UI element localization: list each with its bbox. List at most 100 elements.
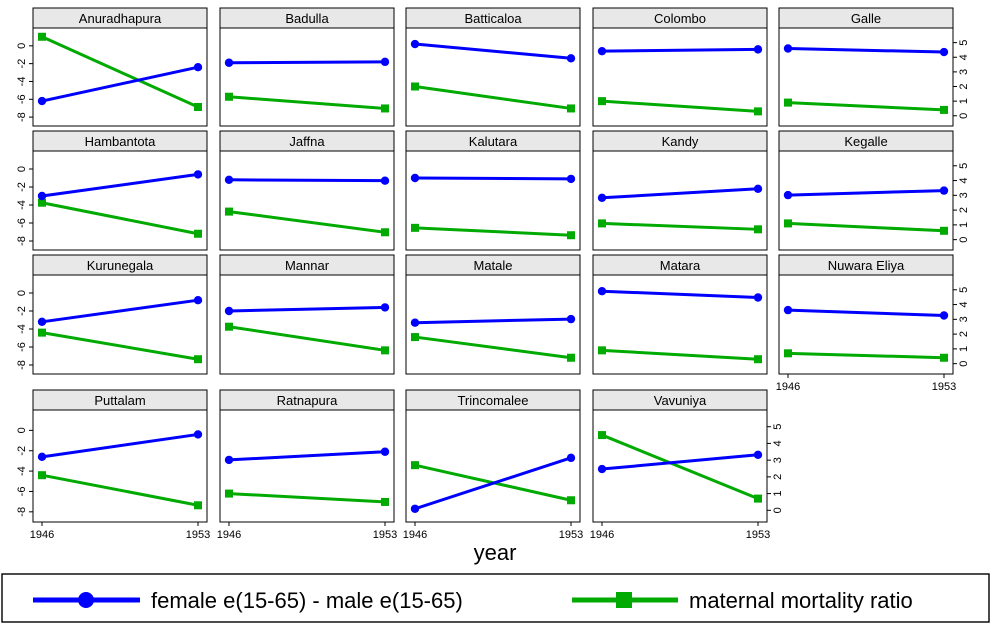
panel-plot-area bbox=[405, 27, 581, 127]
point-female bbox=[753, 450, 763, 459]
series-line-female bbox=[41, 432, 199, 459]
point-female bbox=[380, 57, 390, 67]
point-female bbox=[597, 193, 607, 202]
panel-plot-area bbox=[32, 27, 208, 127]
y-right-tick-label: 0 bbox=[772, 507, 784, 513]
series-line-maternal bbox=[601, 221, 759, 231]
point-maternal bbox=[567, 231, 575, 240]
point-maternal bbox=[411, 333, 419, 342]
point-female bbox=[566, 174, 576, 184]
point-female bbox=[380, 303, 390, 312]
point-maternal bbox=[784, 98, 792, 107]
point-maternal bbox=[411, 82, 419, 91]
panel-title: Anuradhapura bbox=[79, 11, 162, 26]
x-tick-label: 1946 bbox=[590, 529, 614, 541]
point-maternal bbox=[38, 32, 46, 41]
point-maternal bbox=[940, 105, 948, 114]
point-maternal bbox=[194, 355, 202, 364]
legend-frame bbox=[1, 573, 990, 623]
y-right-tick-label: 4 bbox=[958, 301, 970, 307]
y-left-tick-label: -2 bbox=[16, 306, 28, 316]
point-maternal bbox=[194, 501, 202, 510]
series-line-maternal bbox=[601, 99, 759, 113]
point-maternal bbox=[567, 496, 575, 505]
panel-title: Ratnapura bbox=[277, 393, 338, 408]
point-maternal bbox=[754, 225, 762, 234]
y-right-tick-label: 2 bbox=[958, 331, 970, 337]
x-tick-label: 1953 bbox=[373, 529, 397, 541]
y-left-tick-label: -6 bbox=[16, 94, 28, 104]
y-left-tick-label: -6 bbox=[16, 218, 28, 228]
panel-jaffna: Jaffna bbox=[219, 130, 395, 251]
point-female bbox=[939, 311, 949, 320]
y-left-tick-label: -8 bbox=[16, 360, 28, 370]
point-female bbox=[783, 44, 793, 53]
panel-kegalle: Kegalle 0 1 2 3 4 5 bbox=[778, 130, 970, 251]
y-right-tick-label: 5 bbox=[958, 163, 970, 169]
point-female bbox=[410, 318, 420, 327]
panel-ratnapura: Ratnapura 1946 1953 bbox=[217, 389, 397, 541]
y-right-tick-label: 2 bbox=[772, 474, 784, 480]
series-line-maternal bbox=[787, 351, 945, 360]
panel-plot-area bbox=[219, 150, 395, 251]
series-line-female bbox=[787, 308, 945, 317]
point-maternal bbox=[381, 104, 389, 113]
point-maternal bbox=[598, 346, 606, 355]
point-maternal bbox=[381, 228, 389, 237]
y-right-tick-label: 3 bbox=[772, 457, 784, 463]
panel-plot-area bbox=[405, 409, 581, 523]
panel-title: Vavuniya bbox=[654, 393, 707, 408]
panel-vavuniya: Vavuniya 0 1 2 3 4 5 1946 1953 bbox=[590, 389, 784, 541]
x-tick-label: 1953 bbox=[746, 529, 770, 541]
point-maternal bbox=[381, 346, 389, 355]
y-right-tick-label: 0 bbox=[958, 361, 970, 367]
panel-nuwara-eliya: Nuwara Eliya 0 1 2 3 4 5 1946 1953 bbox=[776, 254, 970, 393]
point-female bbox=[37, 191, 47, 201]
y-right-tick-label: 5 bbox=[958, 287, 970, 293]
x-tick-label: 1953 bbox=[559, 529, 583, 541]
y-left-tick-label: 0 bbox=[16, 43, 28, 49]
y-left-tick-label: 0 bbox=[16, 427, 28, 433]
series-line-maternal bbox=[228, 210, 386, 234]
panel-plot-area bbox=[219, 409, 395, 523]
series-line-female bbox=[41, 298, 199, 324]
point-female bbox=[193, 62, 203, 72]
series-line-maternal bbox=[787, 221, 945, 233]
y-right-tick-label: 4 bbox=[958, 54, 970, 60]
point-female bbox=[939, 47, 949, 57]
panel-plot-area bbox=[219, 274, 395, 375]
panel-plot-area bbox=[778, 150, 954, 251]
panel-trincomalee: Trincomalee 1946 1953 bbox=[403, 389, 583, 541]
series-line-female bbox=[787, 189, 945, 197]
y-left-tick-label: -6 bbox=[16, 342, 28, 352]
point-female bbox=[380, 176, 390, 185]
panel-matale: Matale bbox=[405, 254, 581, 375]
panel-plot-area bbox=[32, 274, 208, 375]
point-female bbox=[410, 39, 420, 49]
point-female bbox=[37, 96, 47, 106]
point-female bbox=[224, 58, 234, 67]
point-female bbox=[753, 184, 763, 193]
series-line-female bbox=[41, 172, 199, 198]
point-maternal bbox=[784, 219, 792, 228]
point-female bbox=[193, 430, 203, 439]
panel-plot-area bbox=[32, 150, 208, 251]
point-maternal bbox=[225, 489, 233, 498]
panel-title: Batticaloa bbox=[464, 11, 522, 26]
point-female bbox=[224, 455, 234, 465]
panel-title: Kegalle bbox=[844, 134, 887, 149]
series-line-maternal bbox=[414, 85, 572, 110]
series-line-female bbox=[601, 453, 759, 471]
y-right-tick-label: 3 bbox=[958, 192, 970, 198]
point-female bbox=[566, 54, 576, 63]
series-line-female bbox=[228, 305, 386, 313]
y-right-tick-label: 0 bbox=[958, 113, 970, 119]
point-female bbox=[753, 293, 763, 302]
series-line-female bbox=[601, 47, 759, 53]
point-maternal bbox=[38, 471, 46, 480]
legend-marker-female bbox=[78, 592, 94, 608]
series-line-maternal bbox=[601, 433, 759, 500]
point-female bbox=[783, 305, 793, 315]
point-maternal bbox=[784, 349, 792, 358]
